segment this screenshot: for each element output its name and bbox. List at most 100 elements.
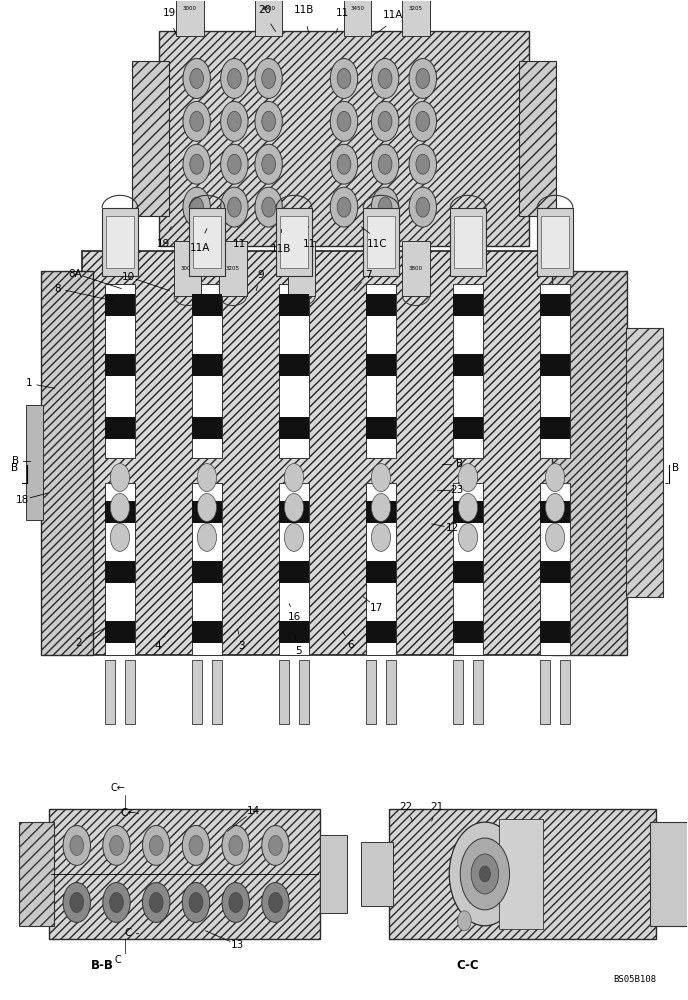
Circle shape xyxy=(190,154,204,174)
Text: C-C: C-C xyxy=(456,959,479,972)
Text: 8: 8 xyxy=(54,284,61,294)
Bar xyxy=(105,294,135,316)
Bar xyxy=(540,354,570,376)
Circle shape xyxy=(372,144,399,184)
Circle shape xyxy=(197,494,217,521)
Circle shape xyxy=(337,197,351,217)
Bar xyxy=(192,354,222,376)
Bar xyxy=(106,216,133,268)
Bar xyxy=(366,294,396,316)
Bar xyxy=(192,660,202,724)
Bar xyxy=(454,216,482,268)
Bar xyxy=(540,501,570,523)
Bar xyxy=(367,216,395,268)
Bar xyxy=(174,241,202,296)
Circle shape xyxy=(221,101,248,141)
Text: B: B xyxy=(672,463,679,473)
Circle shape xyxy=(409,144,436,184)
Bar xyxy=(625,328,663,597)
Bar xyxy=(212,660,222,724)
Bar xyxy=(19,822,54,926)
Circle shape xyxy=(372,494,391,521)
Circle shape xyxy=(183,187,211,227)
Bar xyxy=(192,621,222,643)
Text: 11: 11 xyxy=(303,239,316,249)
Circle shape xyxy=(330,144,358,184)
Bar xyxy=(540,660,550,724)
Bar xyxy=(453,561,483,583)
Bar xyxy=(386,660,396,724)
Circle shape xyxy=(378,154,392,174)
Text: 11A: 11A xyxy=(190,243,211,253)
Text: 4: 4 xyxy=(154,641,161,651)
Circle shape xyxy=(255,187,282,227)
Bar xyxy=(105,660,115,724)
Bar xyxy=(453,483,483,655)
Bar xyxy=(279,621,309,643)
Bar xyxy=(192,284,222,458)
Bar xyxy=(366,483,396,655)
Text: 3205: 3205 xyxy=(409,6,423,11)
Circle shape xyxy=(70,893,84,912)
Bar xyxy=(402,0,429,36)
Bar xyxy=(453,501,483,523)
Bar xyxy=(453,284,483,458)
Text: C: C xyxy=(125,928,132,938)
Bar xyxy=(279,417,309,439)
Circle shape xyxy=(372,187,399,227)
Bar xyxy=(540,621,570,643)
Circle shape xyxy=(228,111,241,131)
Circle shape xyxy=(63,825,90,865)
Text: 3450: 3450 xyxy=(351,6,365,11)
Bar xyxy=(537,208,573,276)
Bar xyxy=(192,501,222,523)
Circle shape xyxy=(458,523,477,551)
Text: 11: 11 xyxy=(335,8,349,18)
Text: 3205: 3205 xyxy=(226,266,240,271)
Bar xyxy=(192,294,222,316)
Text: 11B: 11B xyxy=(271,244,291,254)
Circle shape xyxy=(409,59,436,98)
Circle shape xyxy=(222,825,250,865)
Bar xyxy=(105,417,135,439)
Circle shape xyxy=(110,523,129,551)
Bar xyxy=(320,835,347,913)
Circle shape xyxy=(190,197,204,217)
Circle shape xyxy=(103,825,130,865)
Circle shape xyxy=(222,883,250,922)
Circle shape xyxy=(480,866,491,882)
Circle shape xyxy=(229,835,243,855)
Text: 3000: 3000 xyxy=(183,6,197,11)
Circle shape xyxy=(190,69,204,88)
Circle shape xyxy=(261,154,275,174)
Bar xyxy=(402,241,429,296)
Bar xyxy=(499,819,543,929)
Bar xyxy=(255,0,282,36)
Text: B: B xyxy=(12,456,19,466)
Bar xyxy=(541,216,569,268)
Circle shape xyxy=(458,911,471,931)
Bar xyxy=(276,208,312,276)
Circle shape xyxy=(110,494,129,521)
Text: 7: 7 xyxy=(365,270,372,280)
Bar xyxy=(361,842,393,906)
Circle shape xyxy=(189,835,203,855)
Circle shape xyxy=(372,59,399,98)
Circle shape xyxy=(458,464,477,492)
Circle shape xyxy=(378,197,392,217)
Circle shape xyxy=(546,464,565,492)
Bar xyxy=(453,417,483,439)
Bar xyxy=(344,0,372,36)
Bar xyxy=(366,284,396,458)
Bar xyxy=(366,621,396,643)
Circle shape xyxy=(337,111,351,131)
Circle shape xyxy=(221,59,248,98)
Text: 10: 10 xyxy=(122,272,135,282)
Circle shape xyxy=(183,144,211,184)
Bar xyxy=(552,271,627,655)
Bar xyxy=(125,660,135,724)
Circle shape xyxy=(183,101,211,141)
Bar xyxy=(189,208,225,276)
Circle shape xyxy=(458,494,477,521)
Text: B-B: B-B xyxy=(92,959,114,972)
